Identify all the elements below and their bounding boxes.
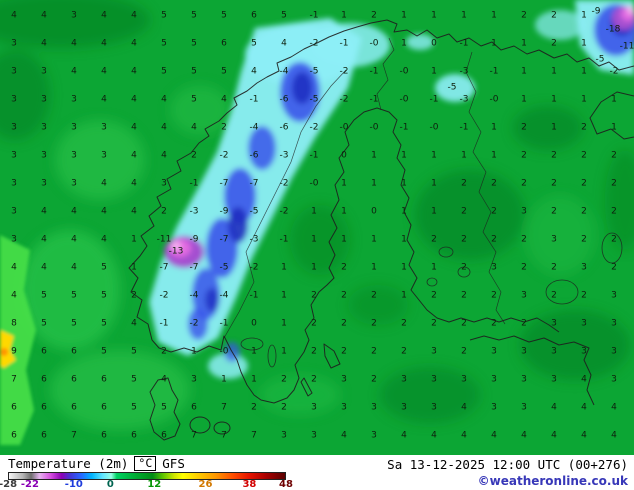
legend-bar: Temperature (2m) °C GFS -28 -22 -10 0 12 26 38… xyxy=(0,455,634,490)
border-norway-sweden xyxy=(223,69,347,339)
cold-air-overlay xyxy=(149,0,634,379)
unit-label: °C xyxy=(134,456,157,471)
island-zealand xyxy=(189,416,211,434)
coast-estonia xyxy=(469,335,595,406)
island-oland xyxy=(300,377,313,397)
scale-tick: -10 xyxy=(64,479,83,490)
lake-onega xyxy=(601,232,623,264)
lakes xyxy=(240,232,623,368)
country-borders xyxy=(223,37,506,339)
scale-tick: 38 xyxy=(242,479,257,490)
lake-paijanne xyxy=(426,277,438,287)
copyright-link[interactable]: ©weatheronline.co.uk xyxy=(477,474,628,488)
coast-denmark xyxy=(149,377,181,441)
coast-baltic xyxy=(151,107,560,404)
lake-vanern xyxy=(240,337,264,351)
lake-ladoga xyxy=(545,279,579,305)
scale-tick: 12 xyxy=(147,479,162,490)
model-label: GFS xyxy=(162,456,185,471)
lake-vattern xyxy=(267,344,277,368)
scale-tick: 0 xyxy=(106,479,114,490)
border-sweden-finland xyxy=(376,37,395,111)
scale-tick: 26 xyxy=(198,479,213,490)
temperature-map[interactable]: 4 4 3 4 4 5 5 5 6 5 -1 1 2 1 1 1 1 2 2 1 3 4 4 4 4 5 5 6 5 4 -2 -1 -0 1 0-… xyxy=(0,0,634,455)
coastline xyxy=(128,19,634,441)
border-finland-russia xyxy=(465,51,506,325)
coast-norway-north xyxy=(128,19,634,341)
scale-tick: -28 xyxy=(0,479,18,490)
scale-tick: -22 xyxy=(20,479,39,490)
lake-pielinen xyxy=(457,266,471,278)
scale-ticks: -28 -22 -10 0 12 26 38 48 xyxy=(0,479,293,490)
island-funen xyxy=(213,421,231,435)
scale-tick: 48 xyxy=(279,479,293,490)
warm-edge-overlay xyxy=(0,235,36,445)
datetime-label: Sa 13-12-2025 12:00 UTC (00+276) xyxy=(387,457,628,472)
island-gotland xyxy=(323,343,341,369)
weather-map-graphic xyxy=(0,0,634,445)
terrain-shading xyxy=(0,0,634,430)
coast-white-sea xyxy=(589,91,634,140)
product-label: Temperature (2m) xyxy=(8,456,129,471)
temperature-scale-bar xyxy=(8,472,286,480)
legend-left-group: Temperature (2m) °C GFS xyxy=(8,456,185,471)
lake-saimaa xyxy=(438,246,454,258)
